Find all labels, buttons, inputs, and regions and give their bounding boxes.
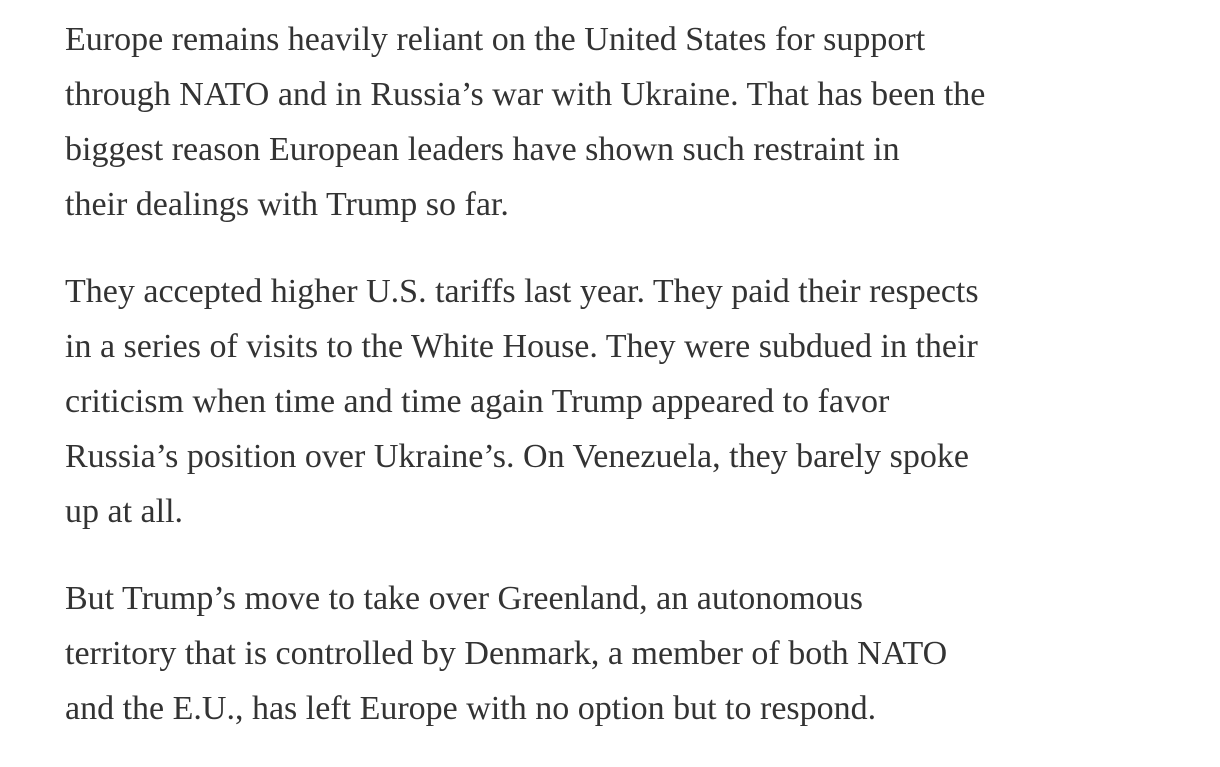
paragraph-line: criticism when time and time again Trump… (65, 383, 890, 420)
paragraph-line: and the E.U., has left Europe with no op… (65, 690, 877, 727)
paragraph-line: They accepted higher U.S. tariffs last y… (65, 273, 979, 310)
article-body: Europe remains heavily reliant on the Un… (65, 12, 1184, 736)
paragraph-line: territory that is controlled by Denmark,… (65, 635, 948, 672)
paragraph-line: up at all. (65, 493, 184, 530)
paragraph-line: But Trump’s move to take over Greenland,… (65, 580, 863, 617)
paragraph-line: through NATO and in Russia’s war with Uk… (65, 76, 986, 113)
paragraph-line: Russia’s position over Ukraine’s. On Ven… (65, 438, 969, 475)
paragraph-line: in a series of visits to the White House… (65, 328, 978, 365)
paragraph-line: Europe remains heavily reliant on the Un… (65, 21, 926, 58)
paragraph: Europe remains heavily reliant on the Un… (65, 12, 1184, 232)
paragraph: They accepted higher U.S. tariffs last y… (65, 264, 1184, 539)
paragraph: But Trump’s move to take over Greenland,… (65, 571, 1184, 736)
paragraph-line: biggest reason European leaders have sho… (65, 131, 900, 168)
paragraph-line: their dealings with Trump so far. (65, 186, 509, 223)
